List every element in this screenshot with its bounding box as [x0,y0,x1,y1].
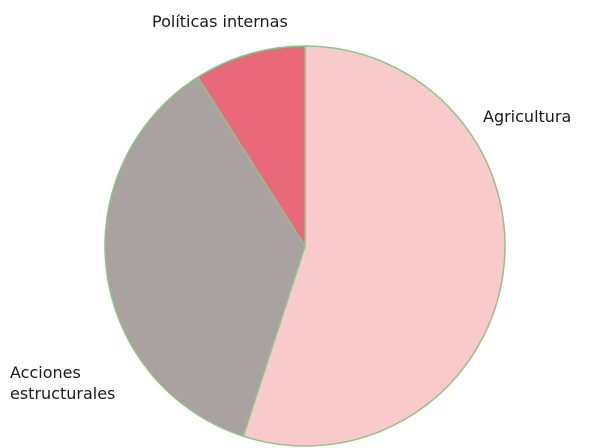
slice-label: Acciones estructurales [10,363,116,403]
slice-label: Agricultura [483,107,572,126]
slice-label: Políticas internas [152,12,288,31]
pie-slice [197,45,306,247]
pie-slice [242,45,506,447]
pie-slice [104,76,306,437]
